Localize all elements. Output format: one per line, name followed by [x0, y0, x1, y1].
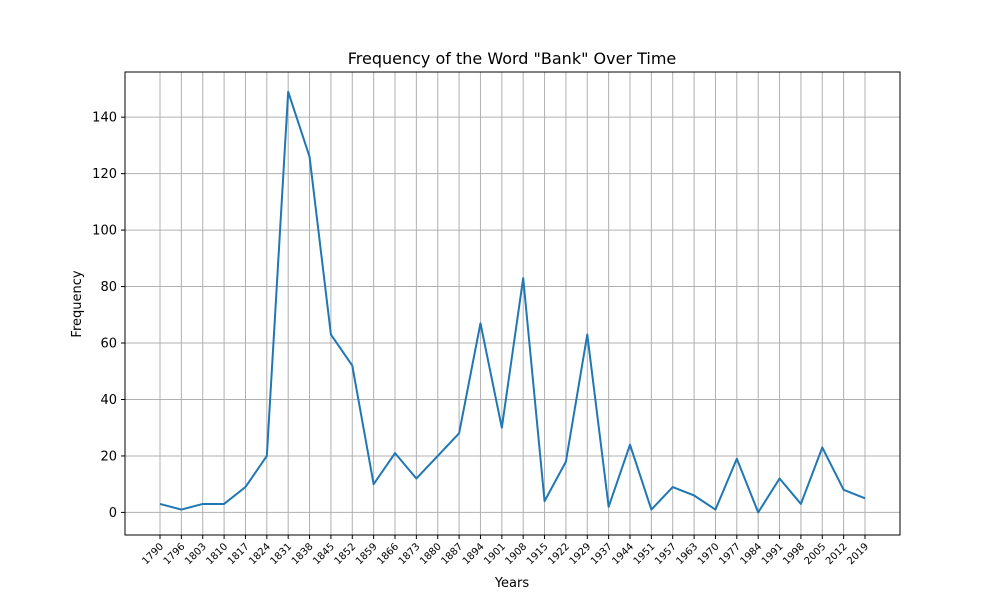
x-tick-label: 1852 [333, 541, 359, 567]
x-tick-label: 1957 [653, 541, 679, 567]
x-tick-label: 1991 [760, 541, 786, 567]
x-tick-label: 1790 [140, 541, 166, 567]
x-tick-label: 1810 [204, 541, 230, 567]
grid-lines [125, 72, 900, 535]
y-tick-label: 0 [109, 506, 117, 521]
x-tick-label: 1866 [375, 541, 401, 567]
x-tick-label: 1901 [482, 541, 508, 567]
x-tick-label: 1998 [781, 541, 807, 567]
y-tick-label: 100 [92, 224, 117, 239]
x-tick-label: 1944 [610, 541, 636, 567]
x-tick-label: 1963 [674, 541, 700, 567]
y-tick-label: 80 [100, 280, 117, 295]
x-tick-label: 1908 [504, 541, 530, 567]
x-tick-label: 1977 [717, 541, 743, 567]
x-tick-label: 1803 [183, 541, 209, 567]
x-tick-label: 1845 [311, 541, 337, 567]
y-axis-ticks: 0 20 40 60 80 100 120 140 [92, 111, 125, 521]
x-tick-label: 1796 [162, 541, 188, 567]
x-axis-ticks: 1790179618031810181718241831183818451852… [140, 535, 871, 567]
x-tick-label: 1873 [397, 541, 423, 567]
x-tick-label: 1937 [589, 541, 615, 567]
x-tick-label: 1880 [418, 541, 444, 567]
x-tick-label: 2005 [803, 541, 829, 567]
y-tick-label: 40 [100, 393, 117, 408]
x-tick-label: 1929 [568, 541, 594, 567]
x-tick-label: 1951 [632, 541, 658, 567]
series-line [159, 90, 866, 514]
x-tick-label: 2019 [845, 541, 871, 567]
x-tick-label: 1894 [461, 541, 487, 567]
x-tick-label: 1984 [739, 541, 765, 567]
x-tick-label: 1824 [247, 541, 273, 567]
x-tick-label: 1831 [269, 541, 295, 567]
chart-title: Frequency of the Word "Bank" Over Time [348, 49, 677, 68]
x-tick-label: 2012 [824, 541, 850, 567]
y-tick-label: 140 [92, 111, 117, 126]
y-tick-label: 60 [100, 337, 117, 352]
x-tick-label: 1859 [354, 541, 380, 567]
x-tick-label: 1922 [546, 541, 572, 567]
x-axis-label: Years [494, 576, 530, 591]
x-tick-label: 1817 [226, 541, 252, 567]
x-tick-label: 1970 [696, 541, 722, 567]
y-tick-label: 120 [92, 167, 117, 182]
y-axis-label: Frequency [70, 270, 85, 337]
x-tick-label: 1838 [290, 541, 316, 567]
series-layer [159, 90, 866, 514]
plot-area-frame [124, 71, 901, 536]
y-tick-label: 20 [100, 449, 117, 464]
x-tick-label: 1887 [439, 541, 465, 567]
x-tick-label: 1915 [525, 541, 551, 567]
